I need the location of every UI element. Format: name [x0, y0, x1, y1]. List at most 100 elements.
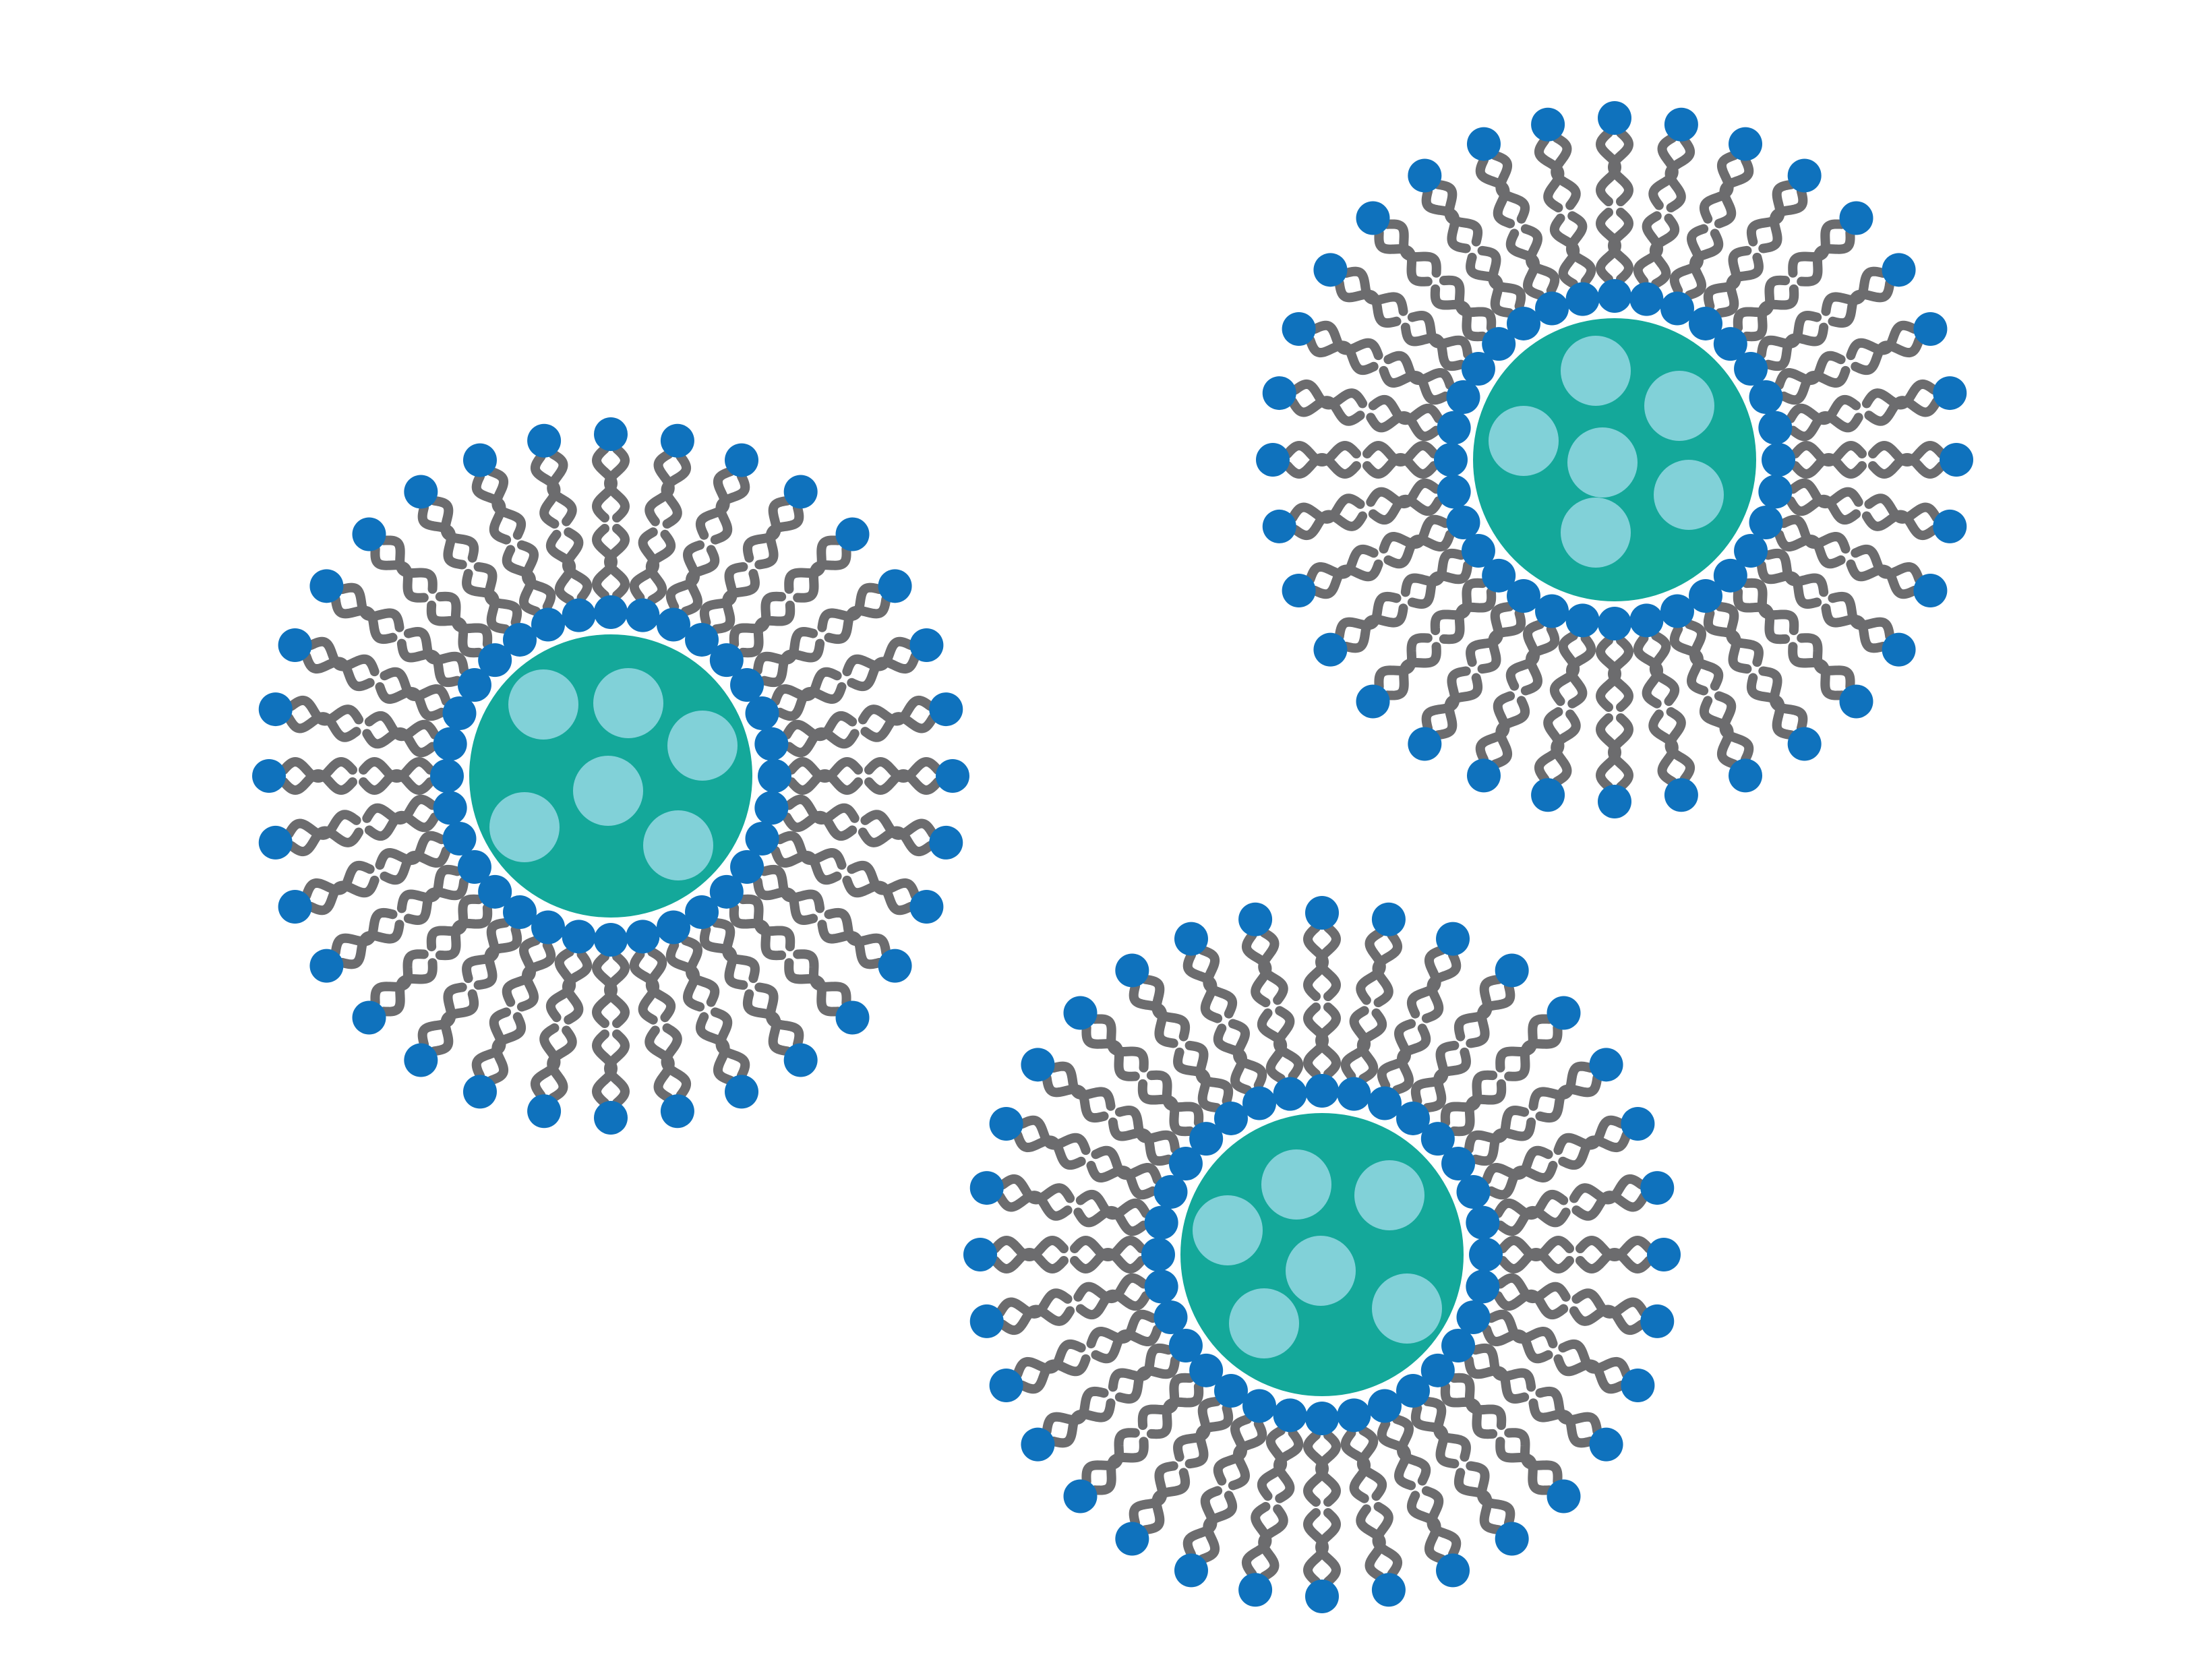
inner-head-group: [1144, 1205, 1178, 1240]
tail-strand: [1466, 601, 1514, 667]
inner-head-group: [626, 598, 660, 632]
inner-head-group: [1713, 558, 1747, 593]
outer-head-group: [1408, 727, 1442, 761]
tail-strand: [1797, 228, 1855, 287]
tail-strand: [1439, 275, 1497, 333]
outer-head-group: [989, 1369, 1023, 1403]
tail-strand: [380, 667, 451, 707]
tail-strand: [995, 1288, 1073, 1319]
inner-head-group: [594, 923, 628, 957]
inner-head-group: [1461, 534, 1495, 568]
tail-strand: [1756, 560, 1822, 609]
outer-head-group: [1262, 509, 1296, 543]
tail-strand: [738, 600, 796, 658]
outer-head-group: [1882, 632, 1916, 667]
outer-head-group: [1787, 158, 1822, 193]
tail-strand: [699, 924, 748, 990]
tail-strand: [1741, 284, 1799, 342]
outer-head-group: [1408, 158, 1442, 193]
outer-head-group: [1598, 101, 1631, 135]
tail-strand: [1477, 245, 1526, 311]
tail-strand: [1607, 208, 1634, 284]
particle-bottom: [963, 896, 1681, 1613]
tail-strand: [426, 894, 484, 952]
outer-head-group: [929, 692, 963, 727]
inner-head-group: [1749, 505, 1783, 539]
inner-head-group: [1337, 1398, 1371, 1433]
outer-head-group: [1313, 253, 1348, 287]
tail-strand: [1341, 266, 1408, 316]
cargo-droplet: [1489, 406, 1559, 476]
tail-strand: [1042, 1386, 1109, 1436]
inner-head-group: [754, 727, 789, 761]
tail-strand: [729, 903, 787, 961]
outer-head-group: [258, 825, 293, 860]
tail-strand: [1664, 136, 1695, 213]
tail-strand: [1146, 1070, 1204, 1128]
lipid-tail: [752, 582, 891, 688]
tail-strand: [1763, 322, 1829, 371]
tail-strand: [1228, 1019, 1267, 1090]
tail-strand: [1470, 1117, 1536, 1166]
tail-strand: [1495, 1205, 1571, 1236]
tail-strand: [645, 529, 676, 605]
lipid-tail: [1288, 379, 1443, 442]
tail-strand: [1715, 252, 1764, 318]
lipid-tail: [471, 936, 556, 1085]
tail-strand: [695, 1012, 736, 1085]
outer-head-group: [594, 1101, 628, 1135]
outer-head-group: [1305, 1580, 1339, 1613]
cargo-droplet: [1193, 1195, 1263, 1265]
tail-strand: [1607, 128, 1634, 206]
tail-strand: [287, 695, 364, 726]
outer-head-group: [969, 1171, 1004, 1205]
tail-strand: [1505, 620, 1545, 691]
tail-strand: [784, 958, 843, 1017]
tail-strand: [1114, 1106, 1180, 1154]
tail-strand: [1758, 186, 1808, 253]
inner-head-group: [1629, 282, 1664, 316]
inner-head-group: [1242, 1389, 1277, 1423]
lipid-tail: [1288, 478, 1443, 541]
inner-head-group: [1469, 1238, 1503, 1271]
lipid-tail: [1493, 1174, 1649, 1236]
inner-head-group: [1535, 291, 1569, 326]
lipid-tail: [1302, 1431, 1342, 1586]
tail-strand: [545, 947, 576, 1023]
tail-strand: [1137, 1373, 1195, 1431]
tail-strand: [771, 845, 842, 885]
tail-strand: [1553, 1354, 1627, 1394]
lipid-tail: [330, 864, 469, 969]
tail-strand: [1090, 1014, 1149, 1073]
outer-head-group: [1647, 1238, 1681, 1271]
outer-head-group: [1933, 376, 1967, 411]
outer-head-group: [936, 759, 969, 793]
lipid-tail: [1042, 1061, 1180, 1166]
lipid-tail: [1334, 548, 1473, 653]
inner-head-group: [1660, 594, 1694, 628]
lipid-tail: [1703, 601, 1808, 740]
outer-head-group: [309, 949, 344, 983]
inner-head-group: [1598, 279, 1631, 313]
tail-strand: [1283, 440, 1361, 467]
inner-head-group: [1189, 1353, 1224, 1387]
lipid-tail: [284, 794, 440, 857]
inner-head-group: [1420, 1353, 1455, 1387]
lipid-tail: [1340, 928, 1403, 1083]
inner-head-group: [1242, 1086, 1277, 1120]
tail-strand: [1368, 394, 1443, 425]
outer-head-group: [1371, 1573, 1406, 1607]
outer-head-group: [352, 517, 386, 551]
inner-head-group: [1396, 1101, 1430, 1135]
inner-head-group: [730, 850, 764, 884]
tail-strand: [1302, 1431, 1329, 1507]
lipid-tail: [1633, 133, 1695, 289]
inner-head-group: [1482, 558, 1516, 593]
tail-strand: [1703, 608, 1752, 674]
tail-strand: [1086, 1309, 1158, 1349]
cargo-droplet: [489, 792, 560, 862]
tail-strand: [1379, 514, 1450, 554]
tail-strand: [516, 540, 556, 611]
lipid-tail: [1595, 636, 1634, 791]
